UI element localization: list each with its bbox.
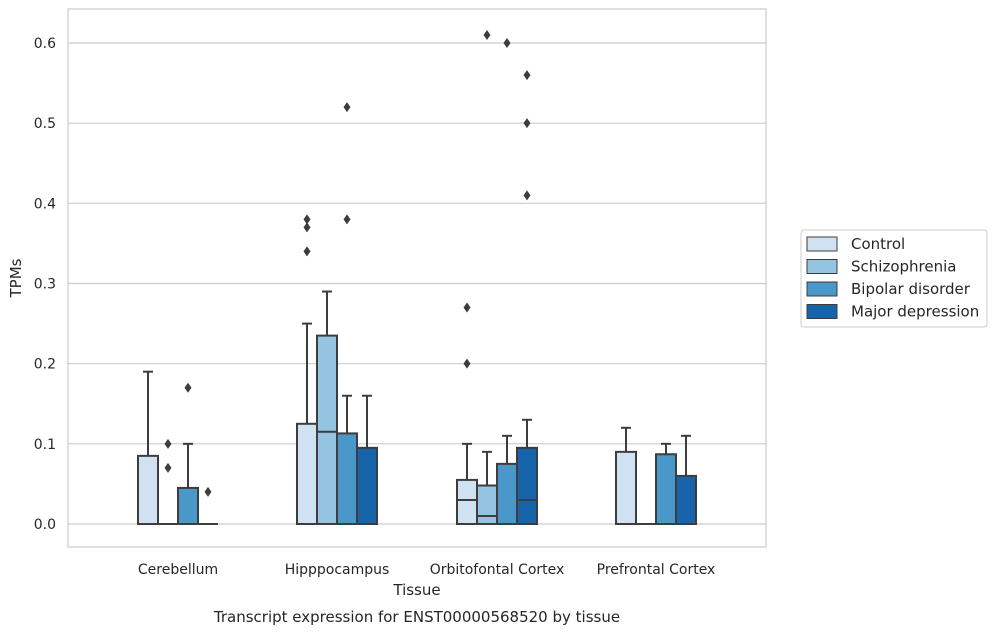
x-tick-labels: Cerebellum Hipppocampus Orbitofontal Corte…	[138, 562, 715, 578]
y-tick-label: 0.1	[34, 437, 56, 453]
x-tick-label: Cerebellum	[138, 562, 218, 578]
x-axis-label: Tissue	[392, 581, 440, 599]
outlier-point	[503, 38, 511, 48]
box-body	[615, 450, 637, 526]
box-body	[476, 484, 498, 525]
box-1-2	[476, 450, 498, 525]
legend-swatch	[806, 259, 838, 274]
y-tick-label: 0.5	[34, 116, 56, 132]
box-0-3	[615, 426, 637, 526]
legend-label: Schizophrenia	[851, 258, 956, 276]
box-0-2	[456, 442, 478, 525]
box-body	[456, 478, 478, 525]
outlier-point	[303, 222, 311, 233]
outlier-point	[483, 29, 491, 40]
outlier-point	[164, 438, 172, 449]
box-body	[316, 334, 338, 525]
box-2-0	[177, 442, 199, 525]
outlier-point	[343, 214, 351, 225]
outlier-point	[343, 102, 351, 113]
box-body	[336, 432, 358, 525]
x-tick-label: Orbitofontal Cortex	[430, 562, 565, 578]
grid-lines	[68, 42, 766, 525]
outlier-point	[204, 486, 212, 497]
outlier-point	[523, 70, 531, 81]
y-tick-label: 0.2	[34, 357, 56, 373]
y-tick-label: 0.6	[34, 36, 56, 52]
legend: Control Schizophrenia Bipolar disorder Majo…	[800, 229, 988, 328]
legend-swatch	[806, 304, 838, 319]
outliers	[164, 29, 531, 497]
box-body	[516, 446, 538, 526]
box-0-0	[137, 370, 159, 526]
x-tick-label: Hipppocampus	[285, 562, 390, 578]
box-body	[496, 462, 518, 525]
boxes	[137, 290, 697, 526]
box-body	[675, 474, 697, 525]
box-body	[137, 454, 159, 526]
outlier-point	[463, 358, 471, 369]
outlier-point	[164, 462, 172, 473]
legend-items: Control Schizophrenia Bipolar disorder Majo…	[806, 235, 979, 321]
y-tick-label: 0.3	[34, 277, 56, 293]
box-3-1	[356, 394, 378, 526]
box-3-2	[516, 418, 538, 526]
outlier-point	[523, 118, 531, 129]
legend-frame	[800, 229, 988, 328]
box-body	[296, 422, 318, 525]
outlier-point	[303, 246, 311, 257]
box-0-1	[296, 322, 318, 525]
box-body	[177, 486, 199, 525]
plot-area-frame	[67, 8, 767, 548]
legend-label: Major depression	[851, 303, 979, 321]
y-tick-label: 0.4	[34, 196, 56, 212]
box-body	[356, 446, 378, 526]
y-axis-label: TPMs	[7, 258, 25, 298]
outlier-point	[303, 214, 311, 225]
legend-label: Bipolar disorder	[851, 280, 971, 298]
x-tick-label: Prefrontal Cortex	[597, 562, 716, 578]
box-body	[655, 453, 677, 526]
legend-label: Control	[851, 235, 905, 253]
outlier-point	[523, 190, 531, 201]
box-3-3	[675, 434, 697, 525]
box-2-1	[336, 394, 358, 525]
box-1-1	[316, 290, 338, 525]
legend-swatch	[806, 281, 838, 297]
outlier-point	[463, 302, 471, 313]
outlier-point	[184, 382, 192, 393]
y-tick-labels: 0.0 0.1 0.2 0.3 0.4 0.5 0.6	[34, 36, 56, 533]
box-2-2	[496, 434, 518, 525]
chart-caption: Transcript expression for ENST0000056852…	[213, 608, 620, 626]
box-2-3	[655, 442, 677, 526]
y-tick-label: 0.0	[34, 517, 56, 533]
legend-swatch	[806, 236, 838, 252]
